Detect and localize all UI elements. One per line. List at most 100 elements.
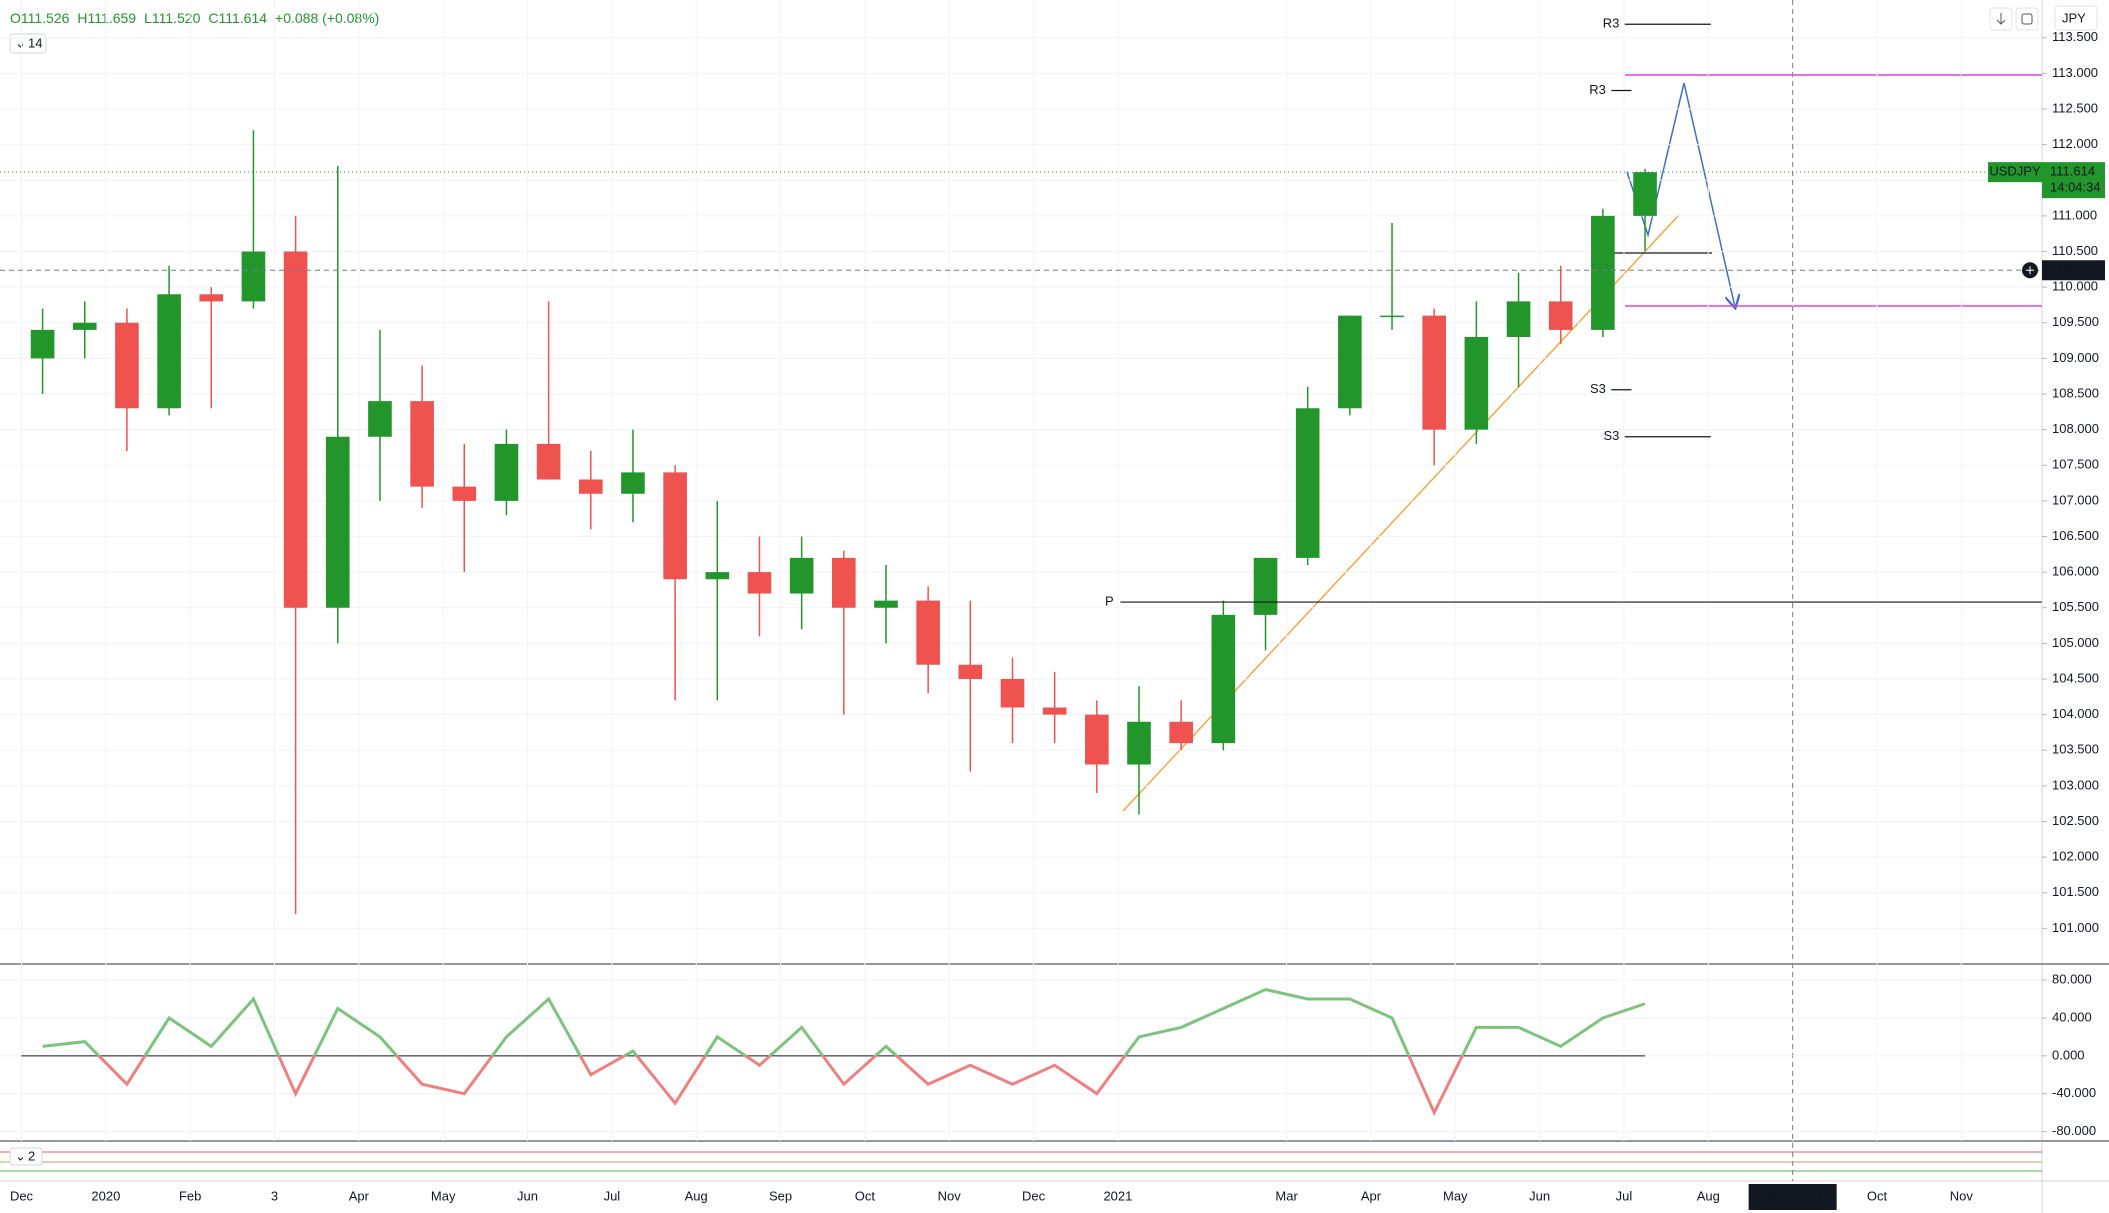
candle-body: [1042, 707, 1067, 715]
x-tick-label: 2021: [1103, 1188, 1132, 1203]
y-tick-label: 107.000: [2052, 492, 2099, 507]
y-tick-label: 108.000: [2052, 421, 2099, 436]
header-item: +0.088 (+0.08%): [275, 10, 379, 26]
y-tick-label: 106.500: [2052, 528, 2099, 543]
y-tick-label: -40.000: [2052, 1085, 2096, 1100]
candle-body: [536, 443, 561, 480]
pivot-label: P: [1105, 593, 1114, 608]
x-tick-label: 30 Aug '21: [1762, 1188, 1823, 1203]
candle-body: [1253, 557, 1278, 615]
indicator-label: 2: [28, 1148, 35, 1163]
y-tick-label: 102.000: [2052, 849, 2099, 864]
header-item: O111.526: [10, 10, 70, 26]
candle-body: [410, 401, 434, 487]
crosshair-price-label: 110.237: [2050, 262, 2096, 277]
candle-body: [874, 600, 898, 608]
crosshair-price-box: [2042, 260, 2105, 281]
last-price-box: [2042, 162, 2105, 199]
candle-body: [621, 472, 645, 494]
currency-button[interactable]: [2054, 5, 2098, 31]
y-tick-label: 112.500: [2052, 100, 2098, 115]
x-tick-label: Oct: [855, 1188, 876, 1203]
candle-body: [916, 600, 940, 665]
indicator-toggle[interactable]: [9, 1147, 43, 1166]
x-tick-label: Dec: [10, 1188, 34, 1203]
candle-body: [72, 322, 97, 330]
x-tick-label: Jul: [1616, 1188, 1633, 1203]
y-tick-label: 103.000: [2052, 777, 2099, 792]
x-tick-label: Nov: [938, 1188, 962, 1203]
indicator-label: 14: [28, 35, 42, 50]
symbol-box: [1988, 162, 2042, 183]
pivot-label: S3: [1603, 428, 1619, 443]
candle-body: [283, 251, 308, 608]
y-tick-label: 108.500: [2052, 385, 2099, 400]
chevron: ⌄: [15, 35, 26, 50]
candle-body: [705, 572, 730, 580]
y-tick-label: 110.500: [2052, 243, 2098, 258]
ohlc-header: O111.526 H111.659 L111.520 C111.614 +0.088 (…: [10, 10, 379, 26]
indicator-toggle[interactable]: [9, 33, 47, 54]
y-tick-label: 111.000: [2052, 207, 2097, 222]
candle-body: [368, 401, 392, 437]
candle-body: [199, 294, 224, 302]
y-tick-label: 105.000: [2052, 635, 2099, 650]
y-tick-label: 107.500: [2052, 457, 2099, 472]
y-tick-label: 101.500: [2052, 884, 2099, 899]
y-tick-label: 104.000: [2052, 706, 2099, 721]
y-tick-label: 113.500: [2052, 29, 2098, 44]
y-tick-label: 80.000: [2052, 972, 2092, 987]
candle-body: [832, 557, 856, 608]
symbol-label: USDJPY: [1989, 164, 2041, 179]
candle-body: [578, 479, 603, 494]
pivot-label: R3: [1589, 82, 1606, 97]
refresh-button[interactable]: [2015, 7, 2039, 31]
candle-body: [1506, 301, 1531, 338]
pivot-label: S3: [1590, 381, 1606, 396]
y-tick-label: 103.500: [2052, 742, 2099, 757]
oscillator-line: [42, 987, 1646, 1117]
candle-body: [747, 572, 772, 594]
candle-body: [1169, 721, 1193, 744]
chevron: ⌄: [15, 1148, 26, 1163]
candle-body: [157, 294, 181, 409]
candle-body: [1548, 301, 1573, 330]
x-tick-label: Jun: [1529, 1188, 1550, 1203]
refresh-icon: [2021, 13, 2033, 25]
y-tick-label: 102.500: [2052, 813, 2099, 828]
candle-body: [789, 557, 814, 594]
candle-body: [30, 329, 55, 359]
y-tick-label: 105.500: [2052, 599, 2099, 614]
candle-body: [1422, 315, 1447, 430]
x-tick-label: Nov: [1950, 1188, 1974, 1203]
candle-body: [1085, 714, 1109, 765]
x-tick-label: 3: [271, 1188, 278, 1203]
x-tick-label: Mar: [1275, 1188, 1298, 1203]
y-tick-label: 40.000: [2052, 1009, 2092, 1024]
candle-body: [1380, 315, 1404, 318]
header-item: H111.659: [77, 10, 136, 26]
x-tick-label: Dec: [1022, 1188, 1046, 1203]
candle-body: [663, 472, 687, 580]
y-tick-label: 109.500: [2052, 314, 2099, 329]
currency: JPY: [2062, 10, 2086, 25]
y-tick-label: 104.500: [2052, 670, 2099, 685]
x-tick-label: Feb: [179, 1188, 201, 1203]
download-icon: [1996, 13, 2006, 25]
y-tick-label: 109.000: [2052, 350, 2099, 365]
y-tick-label: 110.000: [2052, 279, 2098, 294]
plus-icon: [2026, 266, 2034, 275]
pivot-label: R3: [1603, 16, 1620, 31]
candle-body: [1464, 337, 1489, 430]
x-tick-label: May: [431, 1188, 456, 1203]
crosshair-date-box: [1748, 1184, 1837, 1210]
header-item: C111.614: [208, 10, 267, 26]
x-tick-label: Oct: [1867, 1188, 1888, 1203]
last-price-label: 111.614: [2050, 164, 2095, 179]
x-tick-label: Apr: [1361, 1188, 1382, 1203]
candle-body: [1591, 215, 1615, 330]
candle-body: [115, 322, 139, 409]
candle-body: [1127, 721, 1151, 765]
